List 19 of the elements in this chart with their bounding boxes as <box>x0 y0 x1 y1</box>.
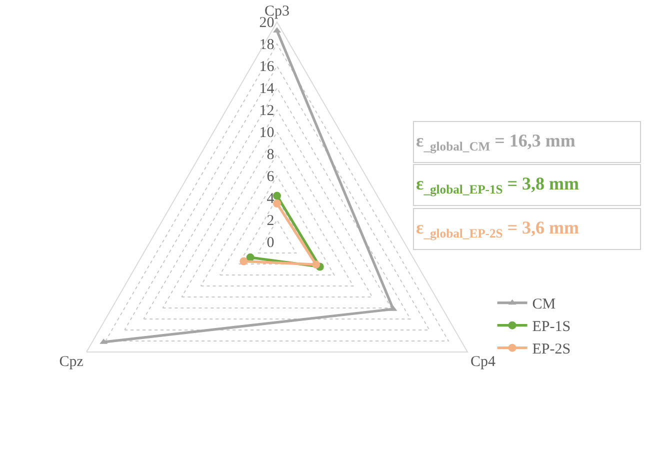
y-tick-label: 12 <box>259 102 274 119</box>
y-tick-label: 2 <box>266 212 274 229</box>
y-tick-label: 20 <box>259 14 274 31</box>
legend-label: CM <box>532 296 556 313</box>
spoke-label: Cpz <box>59 354 84 370</box>
y-tick-label: 8 <box>266 146 274 163</box>
legend-label: EP-1S <box>532 319 571 336</box>
y-tick-label: 16 <box>259 58 275 75</box>
y-tick-label: 4 <box>266 190 275 207</box>
y-tick-label: 0 <box>266 234 274 251</box>
y-tick-label: 10 <box>259 124 274 141</box>
text: ε$_{_global_CM}$ = 16,3 mm <box>416 130 576 154</box>
y-tick-label: 14 <box>259 80 275 97</box>
y-tick-label: 6 <box>266 168 275 185</box>
spoke-label: Cp4 <box>470 354 496 370</box>
text: ε$_{_global_EP-2S}$ = 3,6 mm <box>416 218 580 240</box>
y-tick-label: 18 <box>259 36 274 53</box>
text: ε$_{_global_EP-1S}$ = 3,8 mm <box>416 174 580 196</box>
legend-label: EP-2S <box>532 342 571 358</box>
